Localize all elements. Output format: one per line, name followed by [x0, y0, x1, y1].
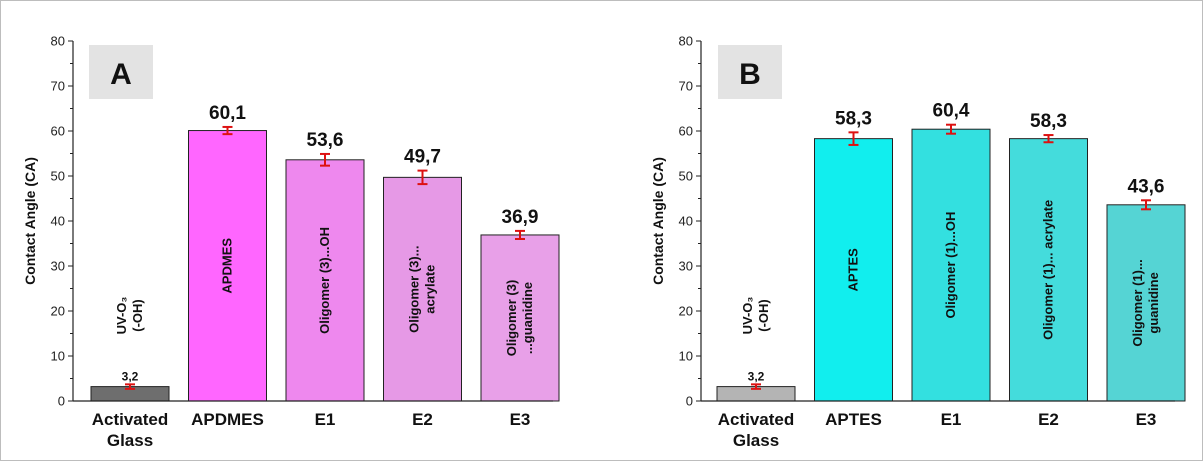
- bar-annotation: acrylate: [423, 265, 438, 314]
- y-tick-label: 50: [679, 169, 693, 184]
- panel-label-box: [718, 45, 782, 99]
- chart-panel-a: A 3,2 Activated Glass UV-O₃ (-OH) 60,1 APDMES AP…: [22, 34, 560, 450]
- data-label: 58,3: [1030, 111, 1067, 132]
- panel-label-box: [89, 45, 153, 99]
- y-tick-label: 50: [51, 169, 65, 184]
- y-tick-label: 40: [679, 214, 693, 229]
- y-tick-label: 60: [51, 124, 65, 139]
- bar: [188, 130, 267, 402]
- x-tick-label: Glass: [107, 431, 153, 450]
- bar-annotation: APTES: [846, 248, 861, 292]
- y-tick-label: 30: [679, 259, 693, 274]
- bar-annotation: Oligomer (1)...: [1130, 259, 1145, 346]
- x-tick-label: Activated: [718, 410, 795, 429]
- data-label: 3,2: [122, 369, 139, 383]
- data-label: 43,6: [1128, 176, 1165, 197]
- y-tick-label: 70: [51, 79, 65, 94]
- bar-annotation: APDMES: [220, 238, 235, 294]
- x-tick-label: Activated: [92, 410, 169, 429]
- bar-annotation: Oligomer (3)...OH: [317, 227, 332, 334]
- y-tick-label: 40: [51, 214, 65, 229]
- data-label: 36,9: [502, 207, 539, 228]
- data-label: 49,7: [404, 147, 441, 168]
- y-tick-label: 80: [679, 34, 693, 49]
- y-tick-label: 0: [686, 394, 693, 409]
- data-label: 58,3: [835, 108, 872, 129]
- panel-label: B: [739, 58, 761, 91]
- data-label: 60,1: [209, 103, 246, 124]
- y-tick-label: 30: [51, 259, 65, 274]
- bar-annotation: guanidine: [1146, 272, 1161, 333]
- panel-label: A: [110, 58, 132, 91]
- data-label: 53,6: [307, 130, 344, 151]
- x-tick-label: APTES: [825, 410, 882, 429]
- x-tick-label: E1: [941, 410, 962, 429]
- x-tick-label: APDMES: [191, 410, 264, 429]
- x-tick-label: Glass: [733, 431, 779, 450]
- bar-annotation: (-OH): [130, 299, 145, 332]
- bar-annotation: Oligomer (3)...: [407, 245, 422, 332]
- bar: [911, 128, 991, 402]
- bar-annotation: UV-O₃: [114, 297, 129, 335]
- y-tick-label: 10: [51, 349, 65, 364]
- y-tick-label: 0: [58, 394, 65, 409]
- y-tick-label: 70: [679, 79, 693, 94]
- bar-annotation: Oligomer (1)...OH: [943, 212, 958, 319]
- bar: [383, 176, 462, 402]
- x-tick-label: E3: [1136, 410, 1157, 429]
- y-tick-label: 10: [679, 349, 693, 364]
- bar-annotation: UV-O₃: [740, 297, 755, 335]
- chart-panel-b: B 3,2 Activated Glass UV-O₃ (-OH) 58,3 APTES APT…: [650, 34, 1186, 450]
- y-axis-label: Contact Angle (CA): [650, 157, 666, 285]
- bar: [1106, 204, 1186, 402]
- x-tick-label: E1: [315, 410, 336, 429]
- bar-annotation: (-OH): [756, 299, 771, 332]
- data-label: 3,2: [748, 369, 765, 383]
- y-tick-label: 60: [679, 124, 693, 139]
- data-label: 60,4: [933, 101, 970, 122]
- x-tick-label: E2: [1038, 410, 1059, 429]
- bar: [480, 234, 560, 402]
- y-tick-label: 80: [51, 34, 65, 49]
- bar-annotation: ...guanidine: [520, 282, 535, 354]
- x-tick-label: E2: [412, 410, 433, 429]
- y-axis-label: Contact Angle (CA): [22, 157, 38, 285]
- x-tick-label: E3: [510, 410, 531, 429]
- bar: [285, 159, 365, 402]
- bar-annotation: Oligomer (3): [504, 280, 519, 357]
- bar-annotation: Oligomer (1)... acrylate: [1041, 200, 1056, 340]
- y-tick-label: 20: [679, 304, 693, 319]
- bar: [1009, 138, 1088, 402]
- y-tick-label: 20: [51, 304, 65, 319]
